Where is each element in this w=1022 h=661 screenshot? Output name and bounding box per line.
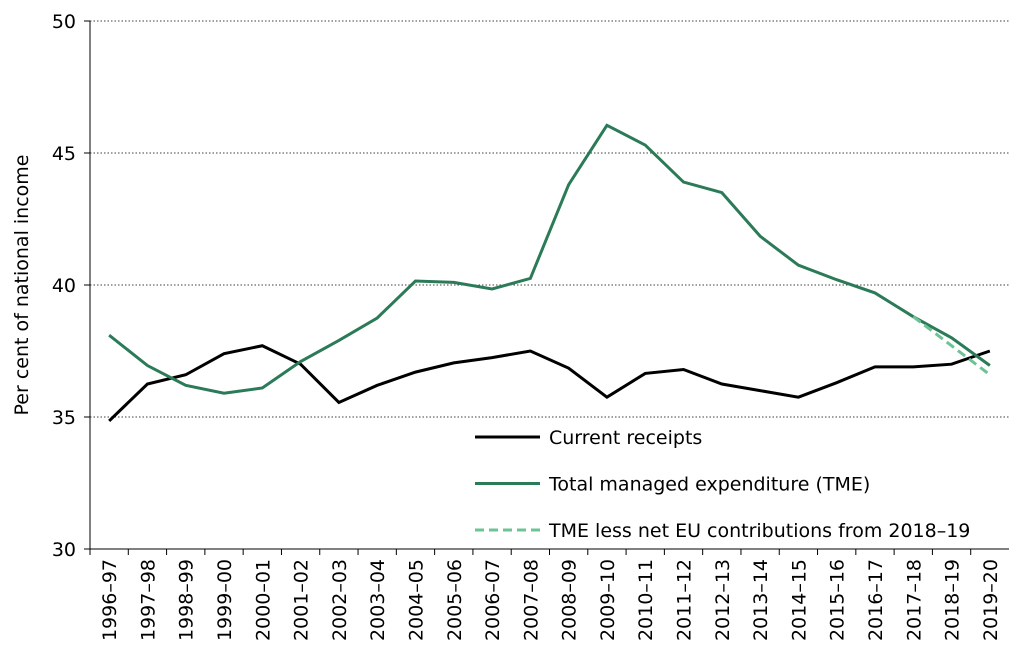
legend-label: Current receipts — [549, 427, 702, 449]
x-tick-label: 2001–02 — [291, 559, 313, 641]
x-tick-label: 2010–11 — [635, 559, 657, 641]
series-line — [912, 315, 991, 376]
x-tick-label: 1998–99 — [176, 559, 198, 641]
legend-label: Total managed expenditure (TME) — [548, 474, 870, 496]
x-tick-label: 2005–06 — [444, 559, 466, 641]
x-tick-label: 2018–19 — [942, 559, 964, 641]
x-tick-label: 2016–17 — [865, 559, 887, 641]
x-tick-label: 2003–04 — [367, 559, 389, 641]
y-tick-label: 35 — [52, 407, 76, 429]
x-tick-label: 2007–08 — [520, 559, 542, 641]
y-tick-label: 30 — [52, 539, 76, 561]
legend-label: TME less net EU contributions from 2018–… — [548, 520, 970, 542]
x-tick-label: 1996–97 — [99, 559, 121, 641]
x-tick-label: 2006–07 — [482, 559, 504, 641]
x-tick-label: 1997–98 — [137, 559, 159, 641]
y-tick-label: 40 — [52, 275, 76, 297]
x-tick-label: 2012–13 — [712, 559, 734, 641]
y-tick-label: 50 — [52, 11, 76, 33]
x-tick-label: 2017–18 — [903, 559, 925, 641]
x-tick-label: 2000–01 — [252, 559, 274, 641]
x-tick-label: 1999–00 — [214, 559, 236, 641]
x-tick-label: 2002–03 — [329, 559, 351, 641]
x-tick-label: 2013–14 — [750, 559, 772, 641]
x-tick-label: 2014–15 — [788, 559, 810, 641]
x-tick-label: 2009–10 — [597, 559, 619, 641]
x-tick-label: 2015–16 — [827, 559, 849, 641]
x-tick-label: 2004–05 — [405, 559, 427, 641]
x-tick-label: 2008–09 — [559, 559, 581, 641]
x-tick-label: 2011–12 — [674, 559, 696, 641]
series-line — [108, 123, 991, 395]
series-line — [108, 344, 991, 423]
y-axis-label: Per cent of national income — [11, 155, 33, 416]
x-tick-label: 2019–20 — [980, 559, 1002, 641]
y-tick-label: 45 — [52, 143, 76, 165]
